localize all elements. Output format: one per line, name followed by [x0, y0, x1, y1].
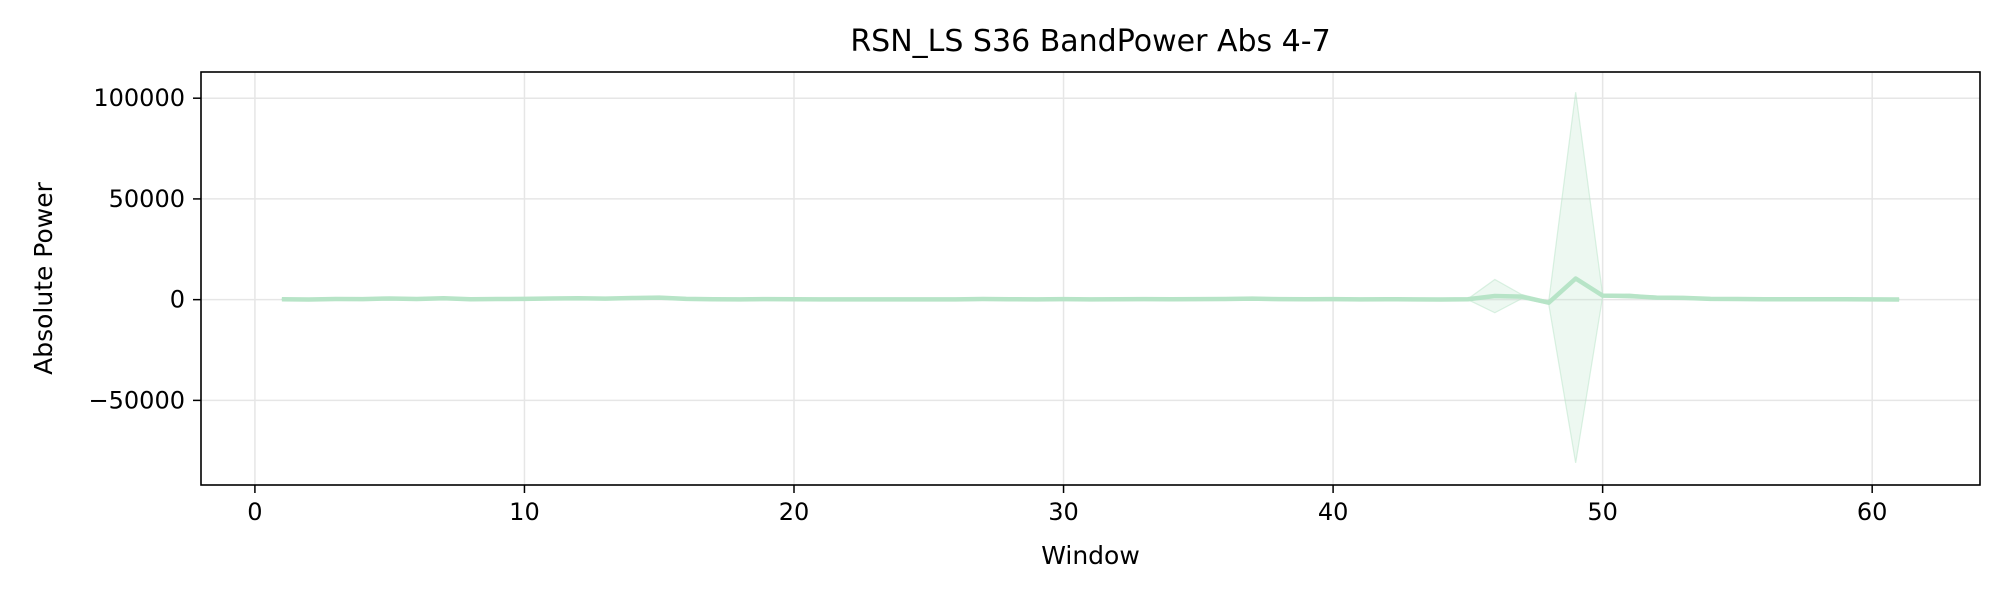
x-tick-label: 60 [1857, 498, 1888, 526]
chart-title: RSN_LS S36 BandPower Abs 4-7 [850, 24, 1330, 59]
y-tick-label: −50000 [89, 386, 185, 414]
x-axis-label: Window [1041, 541, 1140, 570]
x-tick-label: 20 [779, 498, 810, 526]
y-tick-label: 0 [170, 286, 185, 314]
grid [201, 72, 1980, 485]
x-tick-label: 30 [1048, 498, 1079, 526]
x-tick-label: 50 [1587, 498, 1618, 526]
plot-area-frame [200, 71, 1981, 486]
y-tick-label: 100000 [93, 84, 185, 112]
axis-ticks: 0 10 20 30 40 50 60 −50000 0 50000 100000 [89, 84, 1888, 526]
y-tick-label: 50000 [109, 185, 185, 213]
x-tick-label: 40 [1318, 498, 1349, 526]
x-tick-label: 0 [247, 498, 262, 526]
series-line [281, 276, 1900, 305]
x-tick-label: 10 [509, 498, 540, 526]
y-axis-label: Absolute Power [29, 181, 58, 375]
